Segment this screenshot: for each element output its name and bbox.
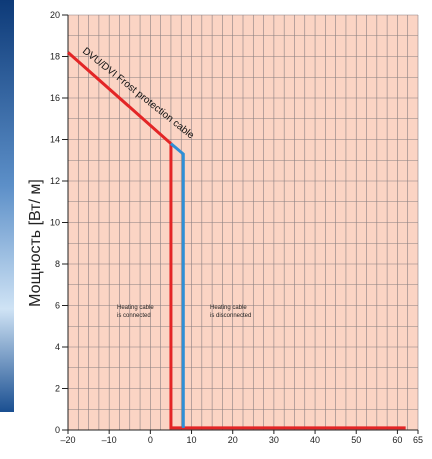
y-tick-label: 10 <box>50 218 60 228</box>
x-tick-label: 65 <box>413 435 423 445</box>
axes <box>62 14 419 434</box>
x-tick-label: 50 <box>351 435 361 445</box>
y-tick-label: 8 <box>55 259 60 269</box>
background-photo <box>0 0 14 412</box>
y-axis-title: Мощность [Вт/ м] <box>27 179 44 307</box>
x-tick-label: 0 <box>148 435 153 445</box>
connected-note-line1: Heating cable <box>117 305 154 311</box>
y-tick-label: 16 <box>50 93 60 103</box>
y-tick-label: 14 <box>50 135 60 145</box>
x-tick-label: 60 <box>392 435 402 445</box>
y-tick-label: 20 <box>50 10 60 20</box>
series-line-red <box>67 51 406 430</box>
series-line-blue <box>169 142 185 428</box>
y-tick-label: 0 <box>55 425 60 435</box>
y-tick-label: 4 <box>55 342 60 352</box>
x-tick-label: –20 <box>60 435 75 445</box>
x-tick-label: 40 <box>310 435 320 445</box>
x-tick-label: 10 <box>187 435 197 445</box>
y-tick-label: 12 <box>50 176 60 186</box>
y-tick-label: 18 <box>50 52 60 62</box>
disconnected-note-line1: Heating cable <box>210 305 247 311</box>
connected-note-line2: is connected <box>117 313 151 319</box>
disconnected-note-line2: is disconnected <box>210 313 251 319</box>
y-tick-label: 2 <box>55 384 60 394</box>
series <box>67 51 406 430</box>
tick-labels: 0 2 4 6 8 10 12 14 16 18 20 –20 –10 0 10 20 30 40 50 60 65 <box>50 10 423 445</box>
x-tick-label: 30 <box>269 435 279 445</box>
y-tick-label: 6 <box>55 301 60 311</box>
x-tick-label: 20 <box>228 435 238 445</box>
x-tick-label: –10 <box>102 435 117 445</box>
